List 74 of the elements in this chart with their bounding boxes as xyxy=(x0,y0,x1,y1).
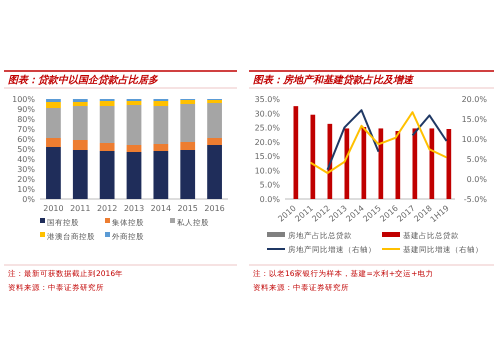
y-tick-label: 40% xyxy=(17,155,36,164)
line-series xyxy=(310,111,448,174)
bar xyxy=(396,131,400,199)
y-tick-label: 35.0% xyxy=(254,95,280,104)
bar xyxy=(46,138,61,147)
bar xyxy=(72,140,88,150)
y-tick-label: 20.0% xyxy=(254,138,280,147)
bar xyxy=(153,101,168,106)
bar xyxy=(294,106,298,199)
y-tick-label: 15.0% xyxy=(254,152,280,162)
y-tick-label: 10% xyxy=(17,185,36,194)
bar xyxy=(72,150,88,199)
bar xyxy=(310,114,316,199)
y-tick-label: 30% xyxy=(17,165,36,174)
x-tick-label: 2014 xyxy=(150,204,172,213)
y-tick-label: 10.0% xyxy=(254,166,280,176)
y-tick-label: 60% xyxy=(17,135,36,144)
bar xyxy=(126,145,142,152)
y2-tick-label: 20.0% xyxy=(462,95,488,104)
bar xyxy=(180,150,196,199)
y-tick-label: 50% xyxy=(17,145,36,154)
bar xyxy=(153,151,168,199)
bar xyxy=(126,105,142,145)
x-tick-label: 2010 xyxy=(43,204,64,213)
bar xyxy=(100,151,115,199)
bar xyxy=(153,106,168,144)
y-tick-label: 100% xyxy=(12,95,36,104)
bar xyxy=(46,108,61,138)
y2-tick-label: 15.0% xyxy=(462,115,488,124)
bar xyxy=(180,104,196,142)
bar xyxy=(180,142,196,150)
y2-tick-label: 0.0% xyxy=(466,175,488,184)
bar xyxy=(207,100,222,103)
bar xyxy=(180,100,196,104)
bar xyxy=(153,144,168,151)
bar xyxy=(100,143,115,151)
chart-title: 图表：贷款中以国企贷款占比居多 xyxy=(8,74,159,86)
x-tick-label: 2015 xyxy=(178,204,198,213)
chart-title: 图表：房地产和基建贷款占比及增速 xyxy=(253,74,414,86)
bar xyxy=(46,99,61,102)
bar xyxy=(207,145,222,199)
bar xyxy=(46,147,61,199)
y2-tick-label: 10.0% xyxy=(462,135,488,144)
y-tick-label: 70% xyxy=(17,125,36,134)
bar xyxy=(446,129,452,199)
x-tick-label: 2016 xyxy=(204,204,225,213)
x-tick-label: 2013 xyxy=(124,204,144,213)
bar xyxy=(72,106,88,140)
bar xyxy=(100,106,115,143)
bar xyxy=(207,103,222,138)
bar xyxy=(378,128,384,199)
y-tick-label: 90% xyxy=(17,105,36,114)
bar xyxy=(46,102,61,108)
y2-tick-label: -5.0% xyxy=(464,195,488,204)
bar xyxy=(207,138,222,145)
y-tick-label: 20% xyxy=(17,175,36,184)
y-tick-label: 80% xyxy=(17,115,36,124)
bar xyxy=(72,102,88,106)
bar xyxy=(412,128,418,199)
y-tick-label: 0.0% xyxy=(260,195,280,204)
bar xyxy=(72,99,88,102)
y-tick-label: 5.0% xyxy=(260,180,280,190)
y-tick-label: 25.0% xyxy=(254,124,280,133)
bar xyxy=(100,101,115,106)
bar xyxy=(430,128,434,199)
bar xyxy=(362,127,366,199)
x-tick-label: 2012 xyxy=(96,204,118,213)
y2-tick-label: 5.0% xyxy=(466,155,488,164)
x-tick-label: 2011 xyxy=(70,204,90,213)
bar xyxy=(344,128,350,199)
bar xyxy=(126,101,142,105)
y-tick-label: 0% xyxy=(22,195,36,204)
bar xyxy=(126,152,142,199)
y-tick-label: 30.0% xyxy=(254,109,280,118)
